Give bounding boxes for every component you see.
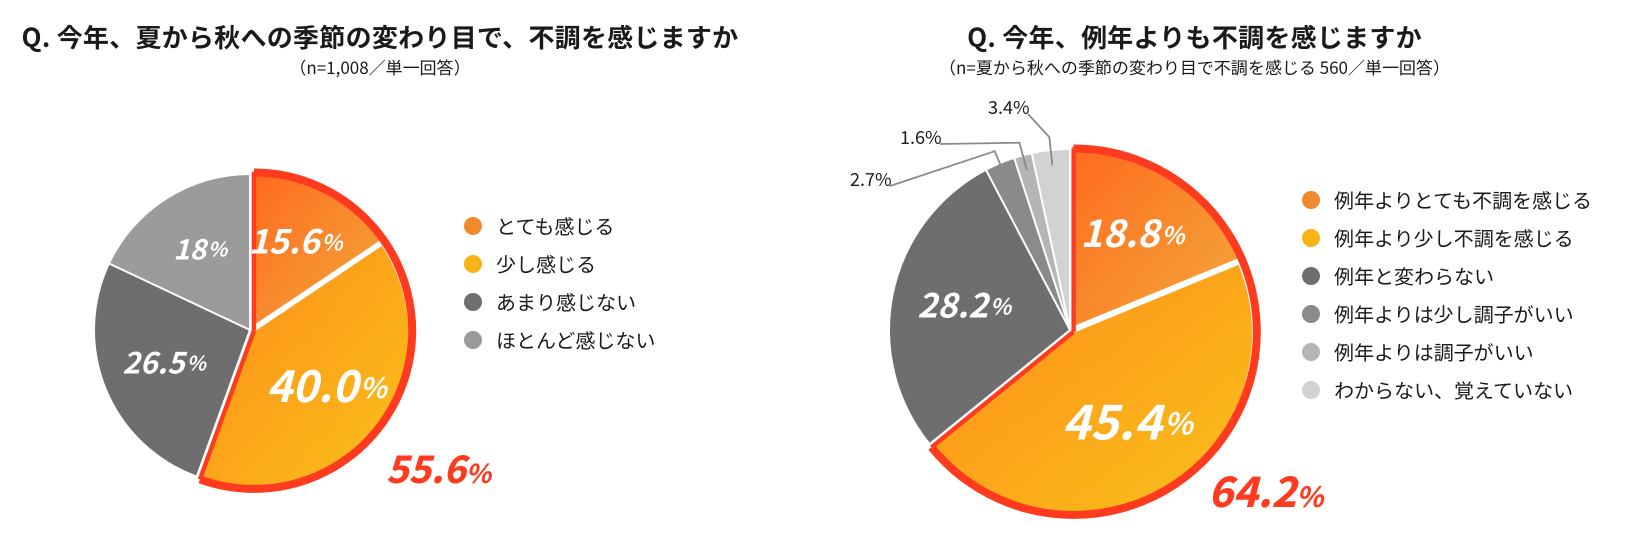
legend-swatch [1302, 381, 1320, 399]
legend-label: 少し感じる [496, 254, 596, 274]
pie-chart-left: 15.6%40.0%26.5%18% [0, 0, 445, 510]
legend-item: 例年と変わらない [1302, 266, 1592, 286]
legend-label: 例年と変わらない [1334, 266, 1494, 286]
callout-left: 55.6% [386, 439, 491, 494]
legend-swatch [1302, 343, 1320, 361]
legend-label: 例年よりは少し調子がいい [1334, 304, 1574, 324]
legend-label: あまり感じない [496, 292, 636, 312]
legend-right: 例年よりとても不調を感じる例年より少し不調を感じる例年と変わらない例年よりは少し… [1302, 190, 1592, 400]
slice-outer-label: 3.4% [988, 94, 1030, 120]
legend-label: ほとんど感じない [496, 330, 655, 350]
callout-pct: % [1296, 476, 1323, 516]
legend-item: 例年よりとても不調を感じる [1302, 190, 1592, 210]
pie-chart-right: 18.8%45.4%28.2%2.7%1.6%3.4% [760, 0, 1290, 535]
legend-item: ほとんど感じない [464, 330, 655, 350]
page: Q. 今年、夏から秋への季節の変わり目で、不調を感じますか （n=1,008／単… [0, 0, 1629, 536]
legend-label: 例年より少し不調を感じる [1334, 228, 1574, 248]
legend-swatch [1302, 229, 1320, 247]
right-panel: Q. 今年、例年よりも不調を感じますか （n=夏から秋への季節の変わり目で不調を… [760, 0, 1629, 536]
callout-pct: % [466, 454, 491, 491]
legend-label: とても感じる [496, 216, 614, 236]
left-panel: Q. 今年、夏から秋への季節の変わり目で、不調を感じますか （n=1,008／単… [0, 0, 760, 536]
callout-right: 64.2% [1208, 459, 1323, 520]
slice-outer-label: 2.7% [850, 166, 892, 192]
legend-label: 例年よりは調子がいい [1334, 342, 1534, 362]
legend-swatch [464, 331, 482, 349]
slice-value: 18% [173, 228, 229, 268]
legend-swatch [1302, 305, 1320, 323]
legend-swatch [464, 217, 482, 235]
legend-item: 少し感じる [464, 254, 655, 274]
legend-swatch [1302, 267, 1320, 285]
legend-item: わからない、覚えていない [1302, 380, 1592, 400]
legend-swatch [464, 255, 482, 273]
slice-outer-label: 1.6% [900, 124, 942, 150]
legend-swatch [1302, 191, 1320, 209]
legend-item: あまり感じない [464, 292, 655, 312]
legend-item: とても感じる [464, 216, 655, 236]
legend-label: 例年よりとても不調を感じる [1334, 190, 1592, 210]
callout-value: 55.6 [386, 439, 466, 494]
legend-left: とても感じる少し感じるあまり感じないほとんど感じない [464, 216, 655, 350]
legend-item: 例年よりは調子がいい [1302, 342, 1592, 362]
legend-label: わからない、覚えていない [1334, 380, 1573, 400]
pie-svg-right: 18.8%45.4%28.2%2.7%1.6%3.4% [760, 0, 1290, 530]
legend-item: 例年より少し不調を感じる [1302, 228, 1592, 248]
legend-item: 例年よりは少し調子がいい [1302, 304, 1592, 324]
callout-value: 64.2 [1208, 459, 1296, 520]
pie-svg-left: 15.6%40.0%26.5%18% [0, 0, 445, 505]
legend-swatch [464, 293, 482, 311]
